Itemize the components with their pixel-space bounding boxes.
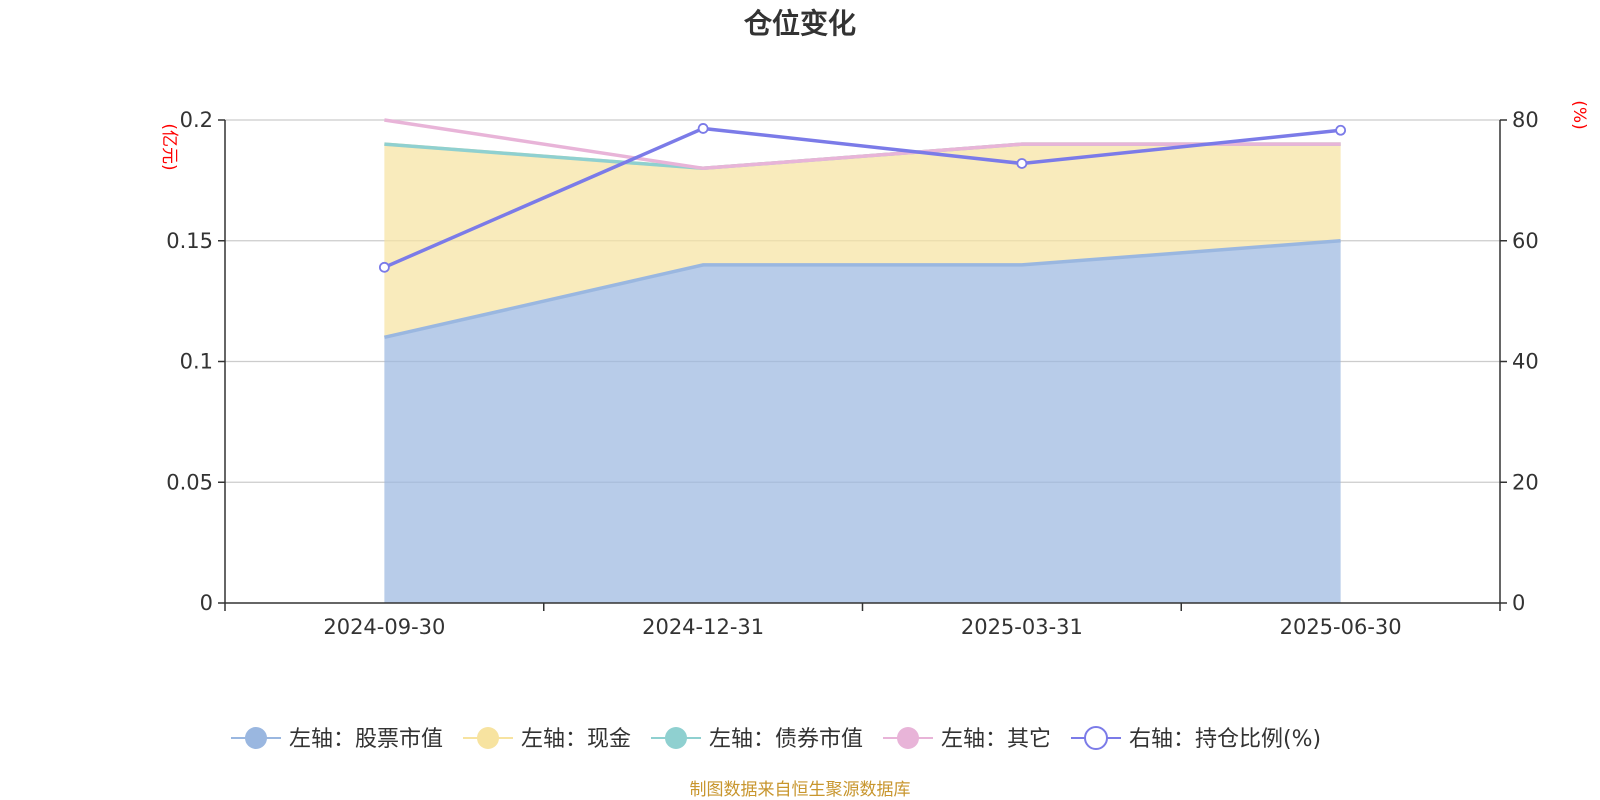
left-tick-label: 0 [200, 591, 213, 615]
legend-item: 左轴：债券市值 [651, 727, 863, 752]
legend-label: 左轴：现金 [521, 727, 631, 752]
left-tick-label: 0.05 [166, 470, 213, 494]
ratio-point [1016, 158, 1028, 169]
x-tick-label: 2025-06-30 [1280, 615, 1402, 639]
tick-labels: 0 0.05 0.1 0.15 0.2 0 20 40 60 80 2024-09-30 2024-1… [166, 108, 1539, 639]
area-cash [384, 144, 1341, 338]
legend: 左轴：股票市值 左轴：现金 左轴：债券市值 左轴：其它 右轴：持仓比例(%) [231, 726, 1321, 752]
legend-item: 左轴：其它 [883, 727, 1051, 752]
legend-circle-icon [477, 727, 499, 749]
right-tick-label: 0 [1512, 591, 1525, 615]
legend-item: 右轴：持仓比例(%) [1071, 726, 1321, 752]
legend-circle-icon [665, 727, 687, 749]
line-position-ratio [383, 126, 1341, 269]
ratio-point [1335, 124, 1347, 136]
legend-circle-icon [245, 727, 267, 749]
x-tick-label: 2024-12-31 [642, 615, 764, 639]
stacked-areas [384, 144, 1341, 603]
chart-title: 仓位变化 [744, 7, 856, 40]
legend-item: 左轴：股票市值 [231, 727, 443, 752]
right-tick-label: 20 [1512, 470, 1539, 494]
legend-label: 左轴：其它 [941, 727, 1051, 752]
line-other [384, 118, 1341, 171]
ratio-point [378, 261, 390, 273]
legend-label: 右轴：持仓比例(%) [1129, 727, 1321, 752]
line-stock [383, 239, 1341, 340]
right-tick-label: 80 [1512, 108, 1539, 132]
left-tick-label: 0.1 [180, 350, 213, 374]
right-tick-label: 60 [1512, 229, 1539, 253]
legend-item: 左轴：现金 [463, 727, 631, 752]
left-tick-label: 0.2 [180, 108, 213, 132]
legend-label: 左轴：股票市值 [289, 727, 443, 752]
left-tick-label: 0.15 [166, 229, 213, 253]
series-lines [378, 118, 1347, 340]
axes [218, 119, 1507, 611]
x-tick-label: 2025-03-31 [961, 615, 1083, 639]
data-source: 制图数据来自恒生聚源数据库 [690, 780, 911, 800]
area-stock [384, 240, 1341, 603]
x-tick-label: 2024-09-30 [323, 615, 445, 639]
right-tick-label: 40 [1512, 350, 1539, 374]
left-axis-unit: (亿元) [159, 123, 179, 170]
right-axis-unit: (%) [1569, 100, 1589, 129]
ratio-point [697, 123, 709, 134]
legend-label: 左轴：债券市值 [709, 727, 863, 752]
legend-hollow-circle-icon [1084, 726, 1108, 750]
legend-circle-icon [897, 727, 919, 749]
